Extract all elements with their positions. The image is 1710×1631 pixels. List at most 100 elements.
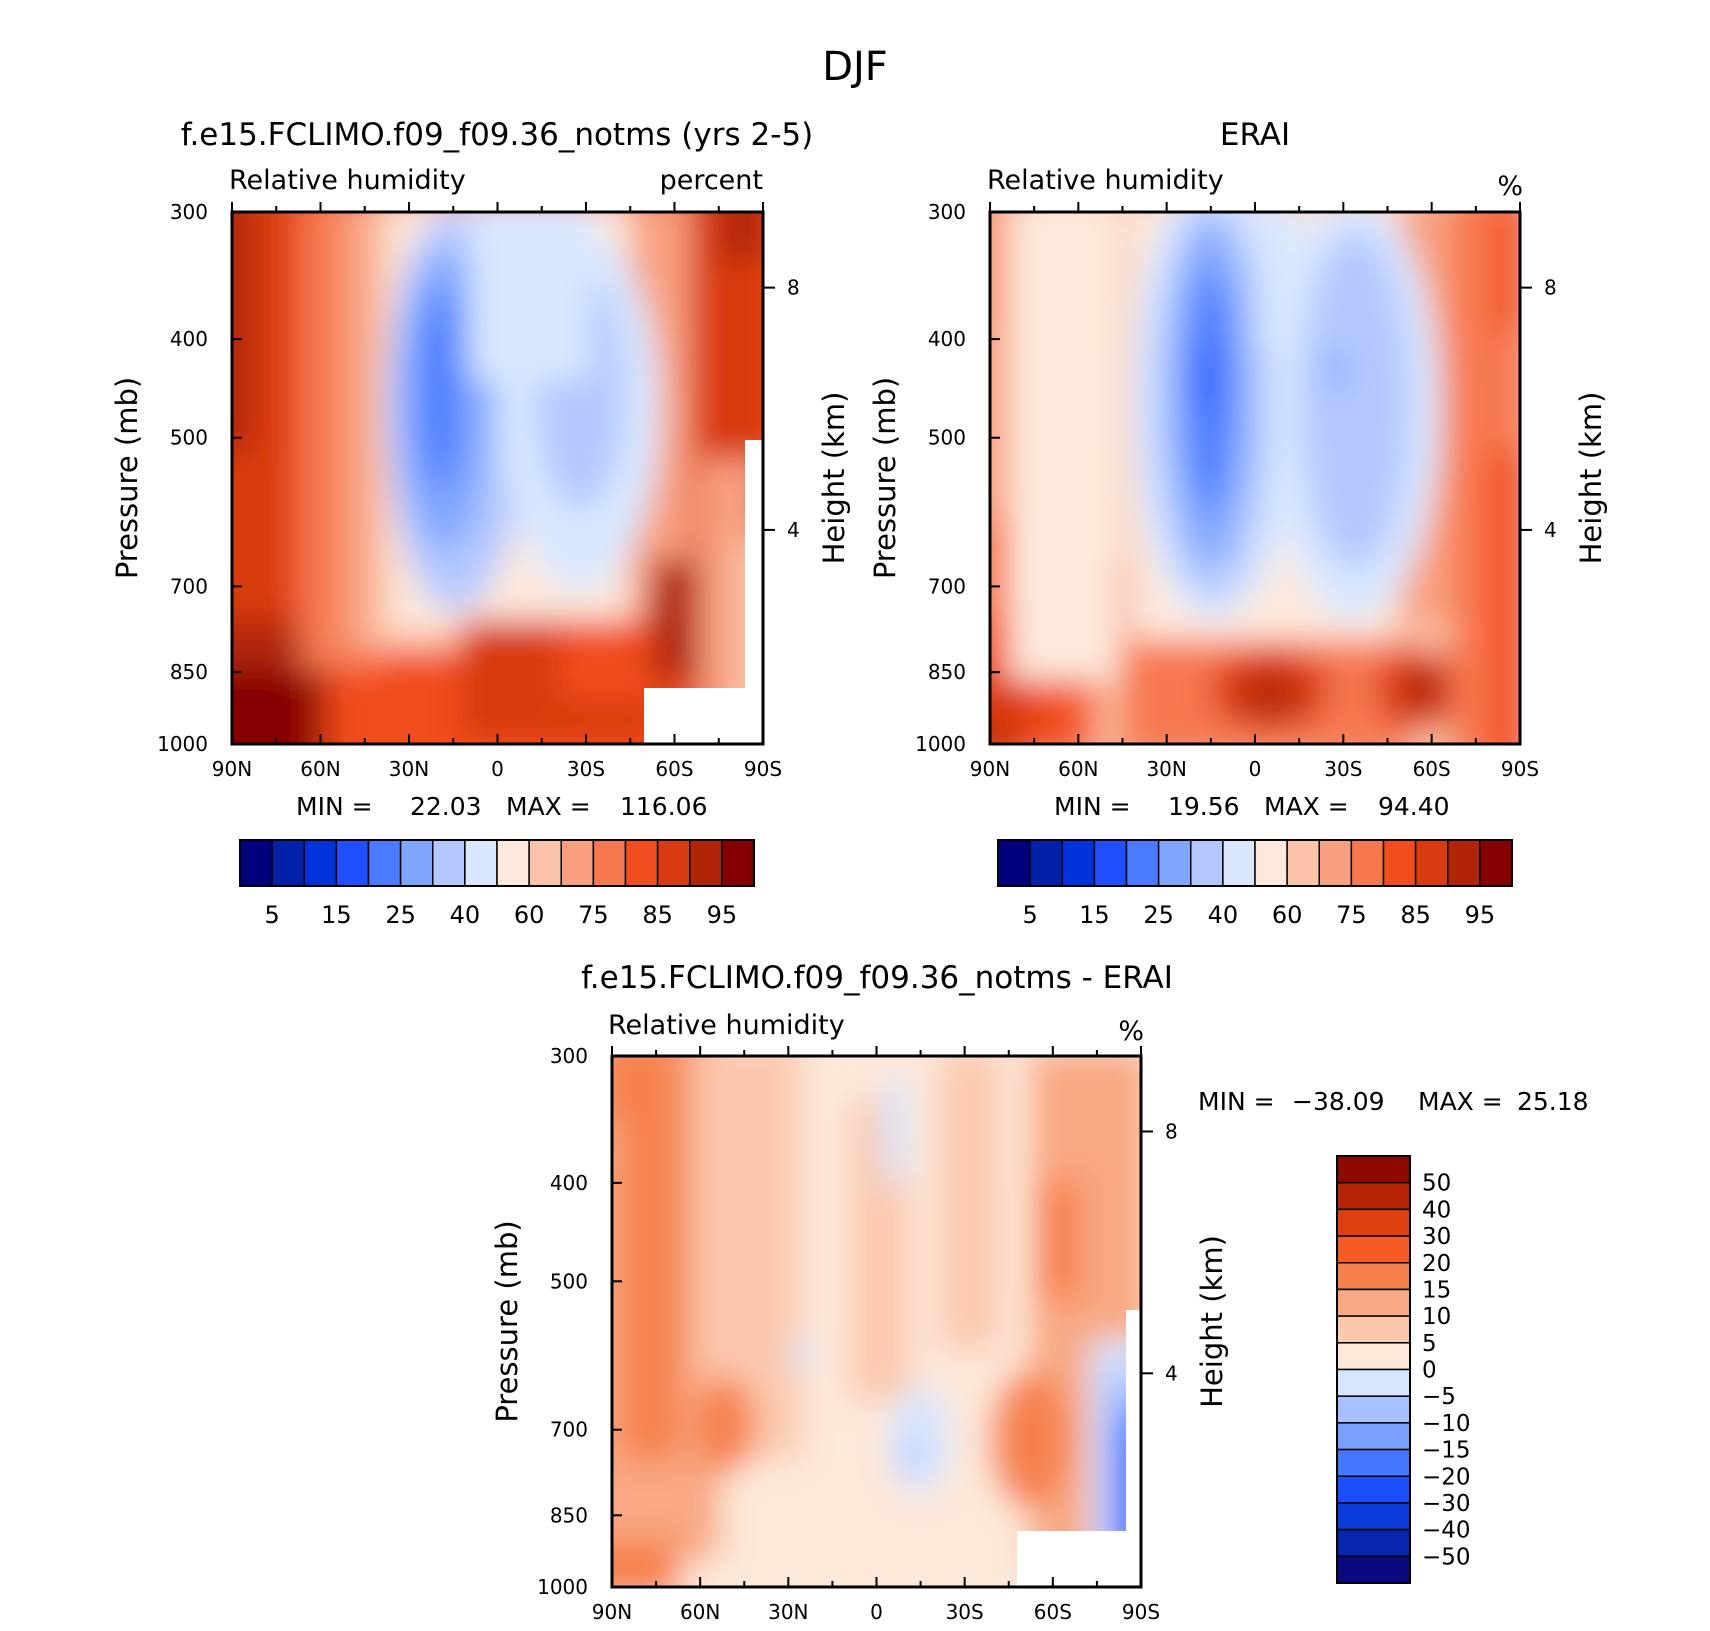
panel-erai-subtitle-right: % (1497, 171, 1523, 202)
panel-model-max-label: MAX = (506, 792, 591, 821)
colorbar-swatch (528, 839, 562, 887)
panel-erai-min-label: MIN = (1054, 792, 1131, 821)
y-axis-label: Pressure (mb) (490, 1220, 524, 1422)
colorbar-swatch (1093, 839, 1128, 887)
colorbar-label: 85 (642, 901, 673, 929)
colorbar-label: 75 (1336, 901, 1367, 929)
colorbar-swatch (496, 839, 530, 887)
height-tick-label: 4 (787, 518, 800, 542)
colorbar-swatch (560, 839, 595, 887)
field-patch (560, 620, 660, 700)
colorbar-label: 60 (514, 901, 545, 929)
colorbar-swatch (399, 839, 434, 887)
y-tick-label: 700 (550, 1418, 588, 1442)
field-patch (1242, 675, 1298, 715)
panel-diff-axes: 90N 60N 30N 0 30S 60S 90S 300 400 500 700 850 1000 Pr… (490, 1044, 1229, 1624)
colorbar-swatch (689, 839, 723, 887)
colorbar-label: −30 (1422, 1491, 1471, 1517)
colorbar-label: 5 (1422, 1331, 1437, 1357)
field-patch (612, 1056, 630, 1120)
x-tick-label: 60N (300, 757, 340, 781)
x-tick-label: 60N (1058, 757, 1098, 781)
height-axis-label: Height (km) (817, 392, 851, 565)
colorbar-frame (239, 839, 755, 887)
height-axis-label: Height (km) (1574, 392, 1608, 565)
x-tick-label: 30S (946, 1600, 984, 1624)
x-tick-label: 60N (680, 1600, 720, 1624)
x-tick-label: 30N (1146, 757, 1186, 781)
colorbar-swatch (1222, 839, 1256, 887)
field-patch (232, 212, 250, 450)
y-tick-label: 850 (928, 660, 966, 684)
colorbar-swatch (1190, 839, 1224, 887)
field-patch (1495, 212, 1520, 330)
colorbar-label: 20 (1422, 1251, 1451, 1277)
panel-model-subtitle-left: Relative humidity (229, 165, 466, 196)
x-tick-label: 0 (1249, 757, 1262, 781)
x-tick-label: 60S (1413, 757, 1451, 781)
colorbar-label: 95 (707, 901, 738, 929)
colorbar-label: 85 (1400, 901, 1431, 929)
colorbar-swatch (367, 839, 402, 887)
colorbar-label: 5 (1022, 901, 1037, 929)
y-tick-label: 400 (550, 1171, 588, 1195)
field-patch (1010, 212, 1120, 680)
colorbar-frame (1336, 1155, 1411, 1584)
colorbar-label: 50 (1422, 1171, 1451, 1197)
colorbar-label: 40 (450, 901, 481, 929)
field-patch (1325, 350, 1345, 390)
panel-diff-max-label: MAX = (1418, 1087, 1503, 1116)
colorbar-label: −40 (1422, 1518, 1471, 1544)
panel-model-min-value: 22.03 (410, 792, 482, 821)
panel-model-axes: 90N 60N 30N 0 30S 60S 90S 300 400 500 700 850 1000 Pr… (110, 200, 851, 781)
panel-diff-title: f.e15.FCLIMO.f09_f09.36_notms - ERAI (581, 960, 1173, 996)
colorbar-swatch (1254, 839, 1288, 887)
y-axis-label: Pressure (mb) (868, 377, 902, 579)
colorbar-swatch (1336, 1368, 1411, 1397)
panel-model-colorbar: 5 15 25 40 60 75 85 95 (239, 839, 755, 929)
panel-model-subtitle-right: percent (660, 165, 763, 196)
panel-erai-max-value: 94.40 (1378, 792, 1450, 821)
x-tick-label: 30N (768, 1600, 808, 1624)
y-tick-label: 400 (928, 327, 966, 351)
y-tick-label: 300 (928, 200, 966, 224)
colorbar-swatch (1336, 1395, 1411, 1424)
colorbar-swatch (1061, 839, 1096, 887)
colorbar-swatch (1336, 1262, 1411, 1291)
missing-data-mask (745, 440, 763, 690)
colorbar-swatch (1336, 1475, 1411, 1504)
x-tick-label: 90S (1501, 757, 1539, 781)
colorbar-swatch (1286, 839, 1320, 887)
colorbar-label: −15 (1422, 1438, 1471, 1464)
colorbar-swatch (432, 839, 466, 887)
colorbar-swatch (1414, 839, 1449, 887)
colorbar-swatch (1336, 1235, 1411, 1264)
field-patch (890, 1385, 950, 1495)
colorbar-swatch (1336, 1502, 1411, 1531)
field-patch (232, 670, 310, 744)
panel-diff-heatmap (612, 1056, 1141, 1587)
height-tick-label: 8 (787, 276, 800, 300)
colorbar-swatch (1336, 1208, 1411, 1237)
field-patch (1197, 350, 1213, 410)
panel-erai: ERAI Relative humidity % (868, 117, 1608, 929)
colorbar-label: 40 (1208, 901, 1239, 929)
y-tick-label: 500 (170, 426, 208, 450)
colorbar-label: 30 (1422, 1224, 1451, 1250)
colorbar-swatch (1336, 1288, 1411, 1317)
colorbar-swatch (721, 839, 755, 887)
panel-model-title: f.e15.FCLIMO.f09_f09.36_notms (yrs 2-5) (181, 117, 813, 153)
colorbar-label: 15 (321, 901, 352, 929)
field-patch (420, 290, 460, 490)
colorbar-swatch (1336, 1315, 1411, 1344)
y-tick-label: 1000 (915, 732, 966, 756)
colorbar-swatch (1157, 839, 1192, 887)
panel-diff-min-value: −38.09 (1292, 1087, 1385, 1116)
colorbar-swatch (624, 839, 659, 887)
x-tick-label: 30S (567, 757, 605, 781)
colorbar-label: −20 (1422, 1464, 1471, 1490)
panel-erai-axes: 90N 60N 30N 0 30S 60S 90S 300 400 500 700 850 1000 Pr… (868, 200, 1608, 781)
missing-data-mask (1126, 1310, 1141, 1540)
y-tick-label: 400 (170, 327, 208, 351)
